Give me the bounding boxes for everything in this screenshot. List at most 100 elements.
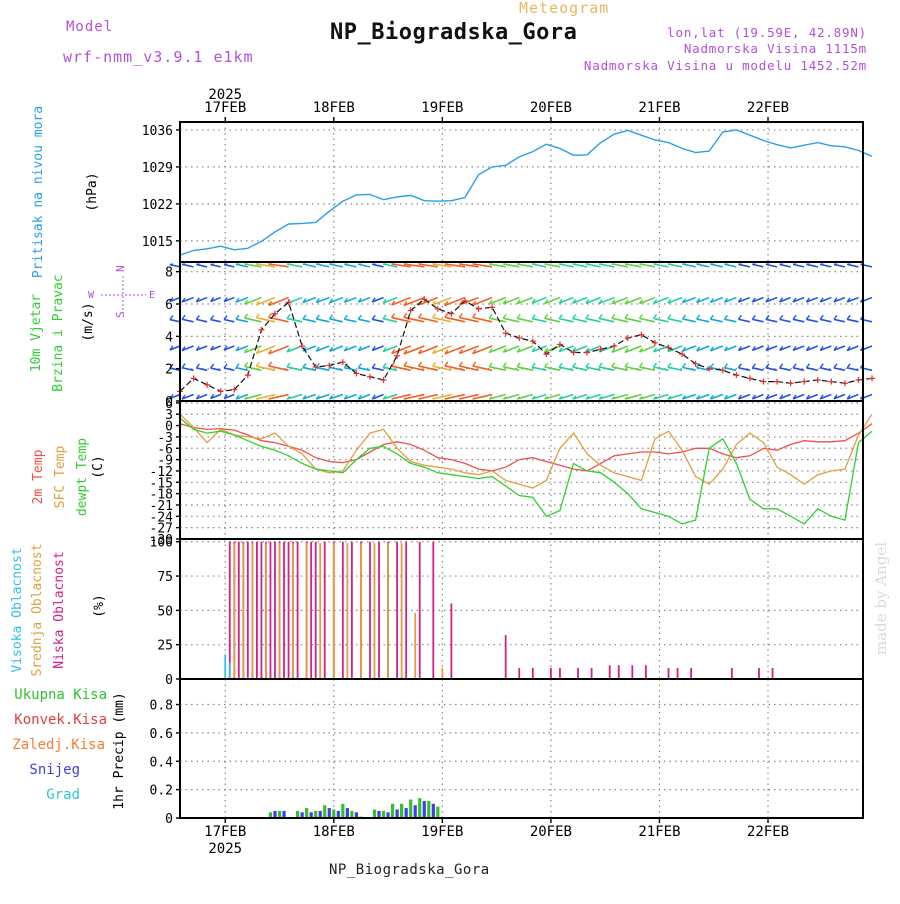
precip-bar-rain — [314, 811, 317, 818]
wind-barb — [683, 367, 696, 370]
precip-bar-rain — [278, 811, 281, 818]
wind-speed-marker — [788, 380, 794, 386]
wind-barb — [654, 367, 669, 370]
wind-speed-marker — [448, 311, 454, 317]
wind-barb-flag — [358, 364, 361, 368]
wind-barb-flag — [780, 315, 783, 319]
wind-barb-flag — [503, 363, 506, 367]
wind-barb — [303, 367, 316, 370]
wind-barb-flag — [269, 313, 272, 317]
wind-barb — [303, 319, 316, 322]
wind-barb — [683, 319, 696, 322]
precip-bar-snow — [414, 805, 417, 818]
wind-barb-flag — [419, 398, 422, 399]
pressure-side-label: Pritisak na nivou mora — [31, 106, 46, 278]
y-tick-label: 2 — [165, 363, 173, 378]
day-label: 19FEB — [421, 100, 463, 116]
wind-barb-flag — [244, 314, 247, 318]
wind-barb-flag — [559, 363, 562, 367]
high-cloud-side-label: Visoka Oblacnost — [10, 547, 25, 672]
compass-east: E — [149, 290, 155, 301]
precip-bar-snow — [319, 811, 322, 818]
wind-speed-marker — [855, 377, 861, 383]
wind-side-label-2: Brzina i Pravac — [51, 274, 66, 391]
wind-barb-flag — [256, 314, 259, 318]
precip-bar-rain — [409, 800, 412, 818]
wind-grid — [180, 262, 863, 401]
wind-barb-flag — [710, 315, 713, 319]
t2m-line — [180, 424, 872, 471]
wind-barb-flag — [392, 398, 395, 399]
wind-speed-marker — [652, 340, 658, 346]
wind-barb-flag — [256, 362, 259, 366]
wind-barb — [383, 319, 397, 322]
day-label: 19FEB — [421, 824, 463, 840]
precip-bar-snow — [396, 809, 399, 818]
wind-barb-flag — [654, 314, 657, 318]
wind-barb — [654, 318, 669, 321]
wind-barb — [573, 367, 587, 370]
wind-barb — [738, 319, 750, 322]
wind-barb-flag — [683, 363, 686, 367]
clouds-frame — [180, 539, 863, 679]
precip-legend-3: Snijeg — [29, 762, 80, 778]
wind-barb — [639, 367, 654, 370]
temperature-y-axis: 630-3-6-9-12-15-18-21-24-27-30 — [150, 397, 180, 548]
wind-barb-flag — [517, 314, 520, 318]
wind-speed-marker — [774, 379, 780, 385]
wind-barb-flag — [573, 315, 576, 319]
wind-barb — [586, 319, 601, 322]
wind-barb — [330, 319, 343, 322]
precip-bar-rain — [382, 811, 385, 818]
wind-barb-flag — [419, 362, 422, 366]
wind-barb — [211, 320, 221, 322]
model-label: Model — [66, 19, 113, 35]
wind-barb-flag — [404, 313, 407, 317]
wind-speed-marker — [733, 372, 739, 378]
wind-speed-marker — [815, 377, 821, 383]
precip-bar-snow — [405, 808, 408, 818]
year-label: 2025 — [208, 841, 242, 857]
wind-barb-flag — [433, 362, 436, 366]
wind-barb-flag — [473, 398, 476, 399]
wind-barb — [793, 319, 804, 321]
wind-barb-flag — [683, 315, 686, 319]
wind-speed-marker — [340, 359, 346, 365]
wind-barb-flag — [303, 315, 306, 319]
wind-barb — [639, 318, 654, 321]
wind-barb-flag — [383, 363, 386, 367]
wind-barb — [517, 367, 533, 370]
wind-barb-flag — [532, 315, 535, 319]
wind-barb-flag — [806, 315, 809, 319]
precip-bar-rain — [305, 808, 308, 818]
wind-barb — [170, 320, 180, 322]
wind-barb-flag — [820, 364, 823, 368]
wind-speed-marker — [204, 382, 210, 388]
wind-barb-flag — [724, 315, 727, 319]
precip-bar-rain — [350, 811, 353, 818]
wind-barb — [182, 319, 194, 322]
wind-barb-flag — [170, 316, 173, 320]
precip-legend-1: Konvek.Kisa — [14, 712, 107, 728]
t2m-side-label: 2m Temp — [31, 449, 46, 504]
y-tick-label: 6 — [165, 298, 173, 313]
dewpt-side-label: dewpt Temp — [75, 438, 90, 516]
wind-barb-flag — [244, 363, 247, 367]
wind-barb-flag — [489, 363, 492, 367]
wind-barb-flag — [625, 363, 628, 367]
wind-barb-flag — [358, 315, 361, 319]
precip-legend-4: Grad — [46, 787, 80, 803]
low-cloud-side-label: Niska Oblacnost — [52, 551, 67, 668]
wind-barb-flag — [211, 264, 214, 265]
wind-barb-flag — [573, 363, 576, 367]
pressure-unit-label: (hPa) — [85, 172, 100, 211]
precip-bar-snow — [328, 808, 331, 818]
day-label: 21FEB — [638, 824, 680, 840]
y-tick-label: 8 — [165, 266, 173, 281]
wind-barb — [224, 368, 234, 370]
wind-barb — [545, 367, 560, 370]
precip-unit-label: 1hr Precip (mm) — [112, 692, 127, 809]
compass-cross — [101, 276, 146, 314]
